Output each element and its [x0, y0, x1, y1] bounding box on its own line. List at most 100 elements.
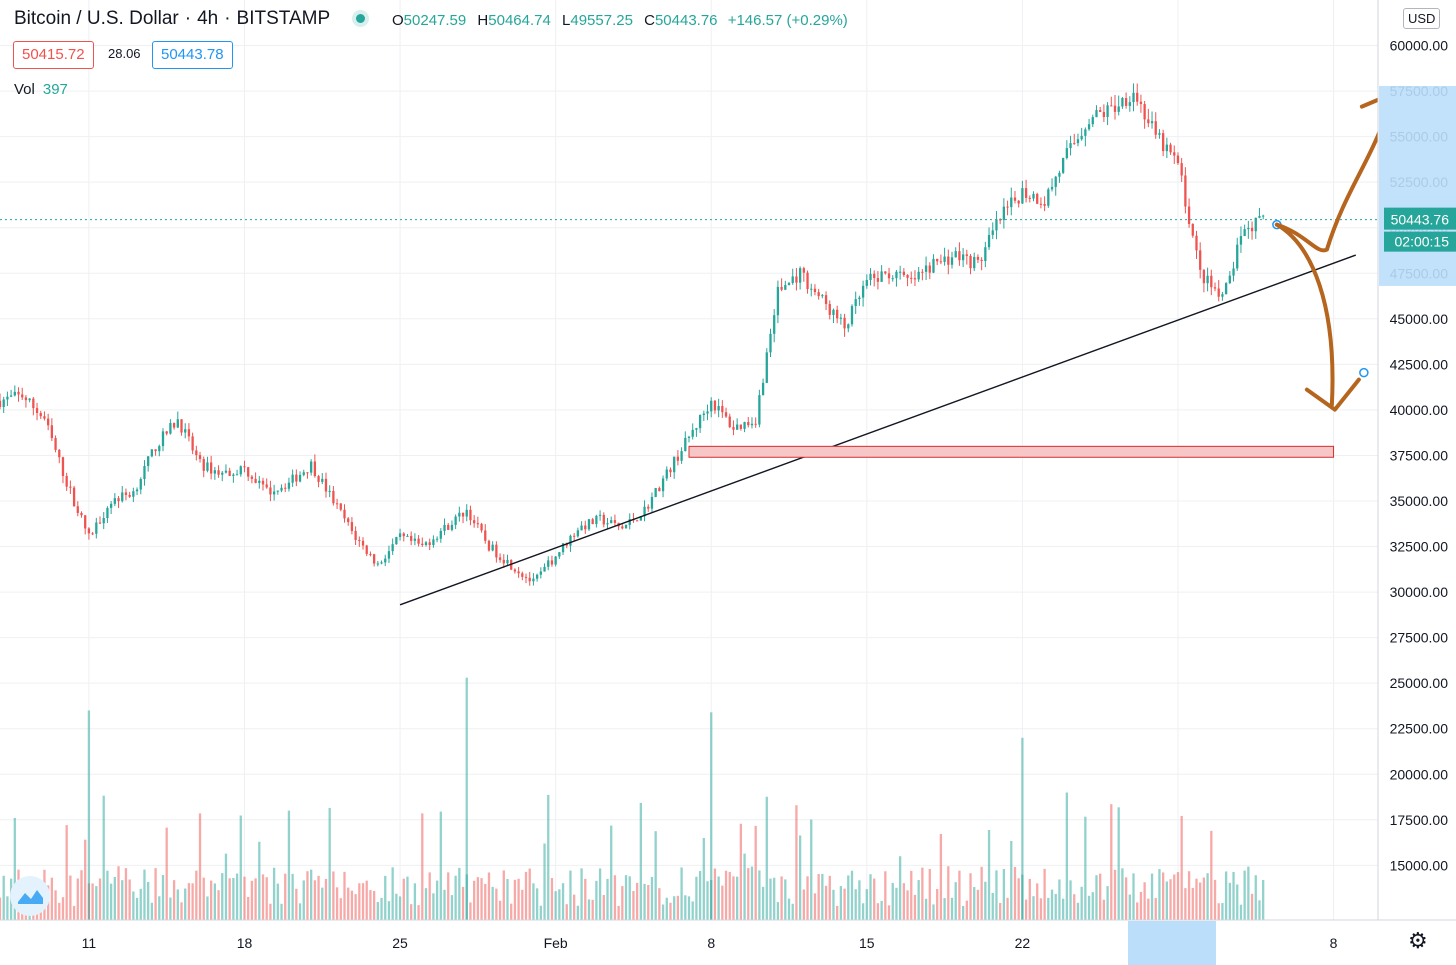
volume-bar [698, 871, 702, 920]
volume-bar [295, 888, 298, 920]
candle-body [628, 519, 631, 525]
candle-body [1039, 203, 1043, 205]
volume-bar [398, 896, 402, 920]
candle-body [358, 540, 361, 542]
candle-body [1184, 175, 1187, 207]
volume-bar [580, 868, 583, 920]
y-tick-label: 25000.00 [1390, 675, 1449, 691]
volume-bar [95, 886, 98, 920]
candle-body [284, 487, 287, 489]
candle-body [117, 498, 120, 502]
volume-bar [661, 904, 665, 920]
volume-bar [58, 902, 61, 920]
interval-label[interactable]: 4h [197, 8, 219, 29]
volume-bar [880, 900, 883, 920]
settings-gear-icon[interactable]: ⚙ [1408, 928, 1428, 953]
volume-bar [1002, 869, 1006, 920]
candle-body [1228, 275, 1231, 284]
volume-bar [743, 853, 746, 920]
currency-button[interactable]: USD [1403, 8, 1441, 29]
candle-body [487, 540, 491, 551]
candle-body [473, 520, 476, 524]
candle-body [1002, 206, 1006, 220]
candle-body [561, 543, 565, 553]
candle-body [506, 559, 509, 564]
volume-bar [780, 876, 783, 920]
candle-body [1024, 188, 1028, 198]
volume-bar [1091, 892, 1094, 920]
candle-body [906, 275, 909, 278]
candle-body [710, 400, 713, 412]
volume-bar [1162, 872, 1165, 920]
candle-body [313, 461, 317, 477]
candle-body [1136, 92, 1139, 102]
candle-body [1187, 206, 1191, 224]
volume-bar [850, 870, 854, 920]
volume-bar [235, 873, 239, 920]
volume-bar [243, 876, 246, 920]
candle-body [150, 449, 154, 457]
last-price-tag [1384, 207, 1456, 230]
candle-body [1017, 200, 1020, 204]
candle-body [0, 400, 2, 407]
volume-bar [761, 886, 765, 920]
candle-body [287, 482, 291, 489]
candle-body [973, 256, 976, 269]
volume-bar [939, 834, 943, 920]
candle-body [13, 391, 16, 396]
drawing-end-point [1359, 367, 1369, 378]
candle-body [624, 524, 628, 529]
volume-bar [798, 835, 802, 920]
candle-body [302, 472, 305, 475]
candle-body [76, 506, 79, 513]
volume-bar [1032, 896, 1035, 920]
candle-body [532, 578, 535, 582]
candle-body [1106, 105, 1109, 118]
candle-body [191, 436, 194, 451]
candle-body [328, 490, 331, 492]
tradingview-logo-icon[interactable] [10, 876, 50, 916]
candle-body [469, 509, 472, 521]
candle-body [773, 315, 776, 334]
volume-bar [1054, 893, 1057, 920]
volume-bar [873, 878, 876, 920]
volume-bar [443, 889, 446, 920]
volume-bar [124, 868, 128, 920]
candle-body [873, 273, 876, 279]
volume-bar [454, 875, 457, 920]
sell-button[interactable]: 50415.72 [13, 41, 94, 69]
buy-button[interactable]: 50443.78 [152, 41, 233, 69]
annotations [0, 87, 1404, 606]
volume-bar [150, 902, 154, 920]
candle-body [1054, 176, 1057, 187]
candle-body [195, 450, 198, 456]
volume-bar [669, 902, 672, 920]
volume-bar [1210, 830, 1213, 920]
volume-bar [810, 819, 813, 920]
y-tick-label: 27500.00 [1390, 630, 1449, 646]
volume-bar [413, 883, 417, 920]
candle-body [817, 292, 820, 297]
candle-body [969, 255, 972, 269]
candle-body [706, 411, 709, 414]
candle-body [836, 309, 839, 319]
candle-body [395, 537, 398, 545]
volume-spike-bar [710, 712, 713, 920]
candle-body [1091, 117, 1094, 125]
candle-body [1095, 110, 1098, 118]
volume-bar [328, 807, 331, 920]
candle-body [1069, 143, 1072, 149]
candle-body [258, 480, 261, 483]
candle-body [613, 520, 617, 523]
candle-body [569, 535, 572, 546]
candle-body [369, 553, 372, 555]
candle-body [761, 382, 765, 396]
candle-body [135, 489, 139, 492]
symbol-name: Bitcoin / U.S. Dollar [14, 8, 179, 29]
volume-bar [987, 830, 991, 920]
candle-body [443, 524, 446, 531]
spread-value: 28.06 [108, 46, 141, 61]
candle-body [887, 273, 891, 279]
volume-bar [791, 903, 794, 920]
